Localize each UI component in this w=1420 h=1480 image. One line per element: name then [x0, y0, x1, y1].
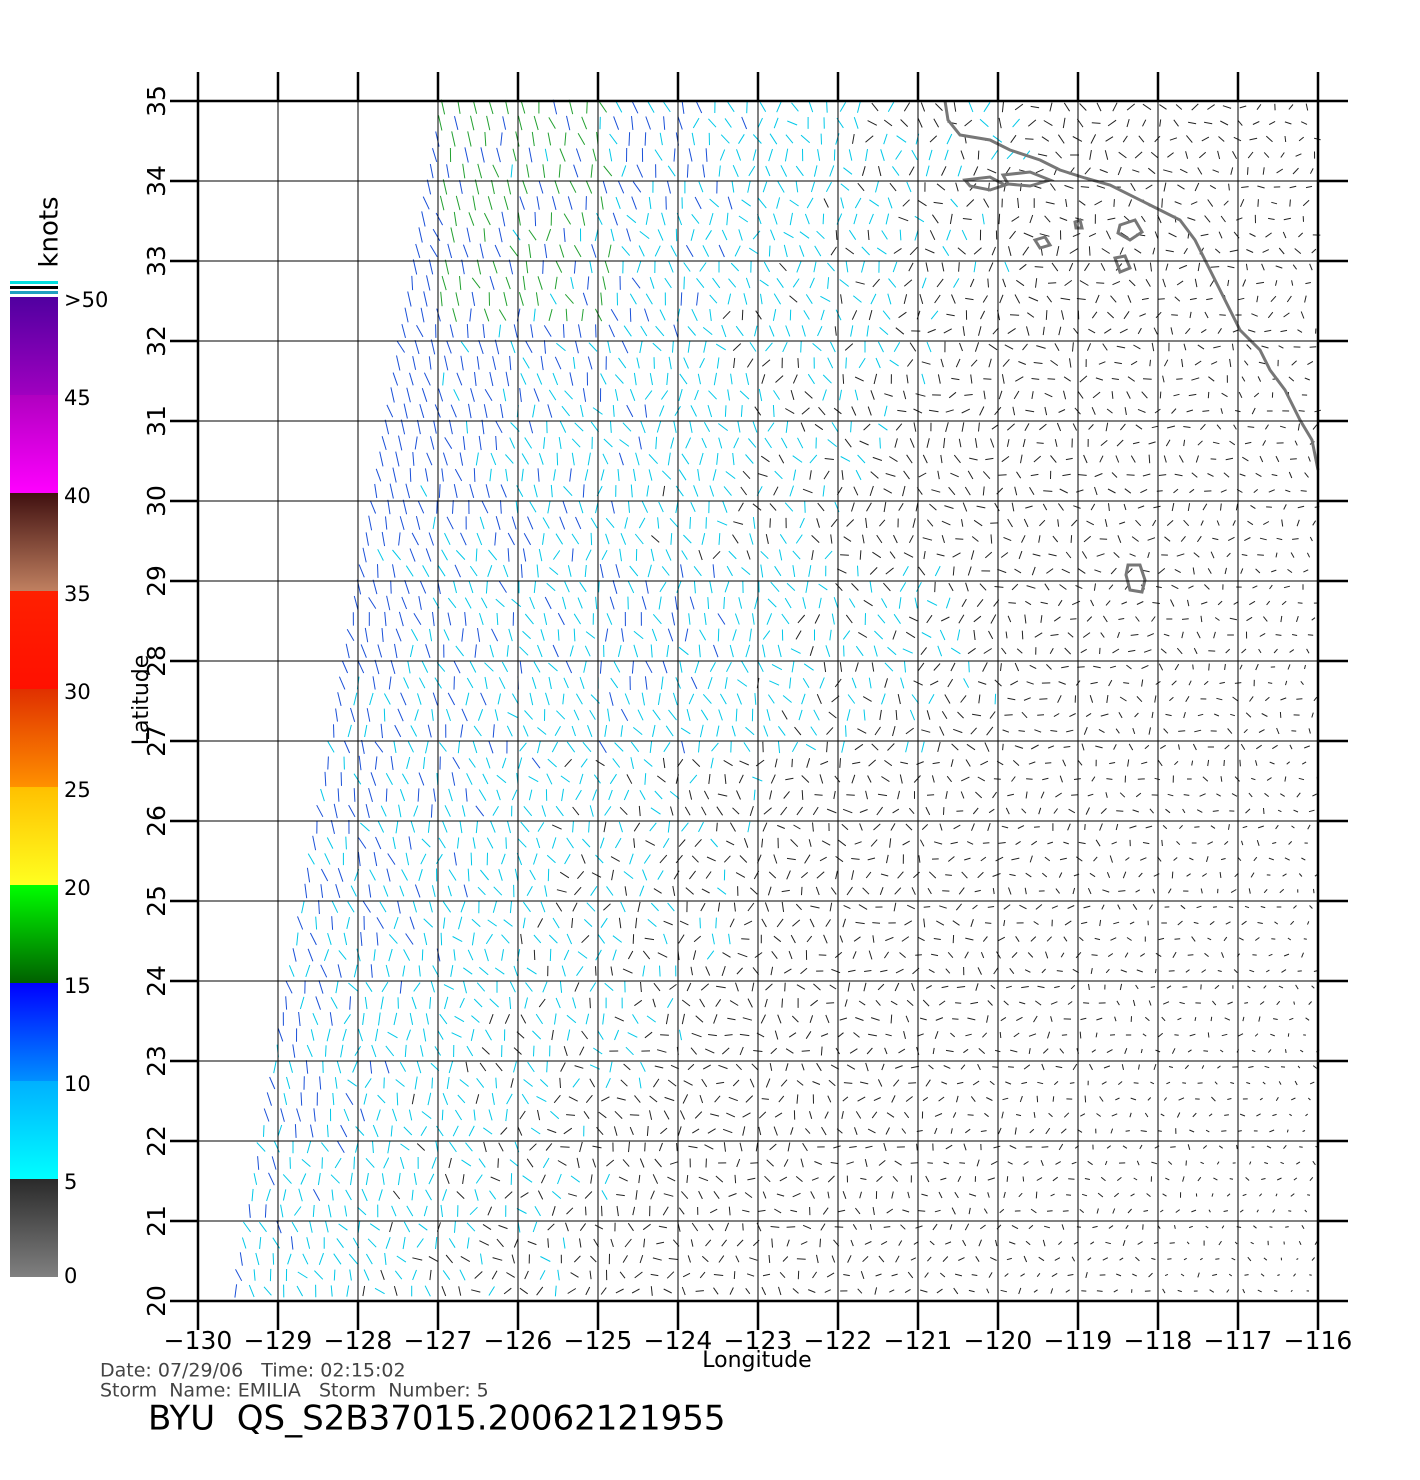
x-tick-label: −130	[164, 1326, 233, 1355]
x-tick-label: −125	[564, 1326, 633, 1355]
x-tick-label: −123	[724, 1326, 793, 1355]
colorbar-cap	[10, 286, 58, 289]
colorbar-label: 40	[64, 484, 91, 508]
colorbar-label: 25	[64, 778, 91, 802]
y-tick-label: 26	[142, 805, 171, 837]
colorbar-cap	[10, 291, 58, 294]
islands	[962, 170, 1147, 594]
y-tick-label: 27	[142, 725, 171, 757]
colorbar-title: knots	[35, 196, 65, 267]
y-tick-label: 21	[142, 1205, 171, 1237]
colorbar-segment	[10, 689, 58, 787]
y-tick-label: 32	[142, 325, 171, 357]
colorbar-segment	[10, 395, 58, 493]
x-tick-label: −128	[324, 1326, 393, 1355]
colorbar-label: 35	[64, 582, 91, 606]
wind-vectors	[438, 99, 613, 322]
wind-vectors	[241, 100, 1031, 1298]
colorbar-cap	[10, 281, 58, 284]
y-tick-label: 24	[142, 965, 171, 997]
x-axis-label: Longitude	[702, 1348, 811, 1373]
x-tick-label: −119	[1044, 1326, 1113, 1355]
y-tick-label: 20	[142, 1285, 171, 1317]
x-tick-label: −122	[804, 1326, 873, 1355]
wind-vectors	[234, 99, 748, 1298]
wind-field	[234, 99, 1322, 1298]
colorbar-label: 15	[64, 974, 91, 998]
colorbar-label: 0	[64, 1264, 77, 1288]
wind-vectors	[362, 101, 1322, 1297]
y-tick-label: 35	[142, 85, 171, 117]
y-tick-label: 28	[142, 645, 171, 677]
colorbar-segment	[10, 1179, 58, 1277]
x-tick-label: −118	[1124, 1326, 1193, 1355]
y-tick-label: 34	[142, 165, 171, 197]
x-tick-label: −126	[484, 1326, 553, 1355]
colorbar-segment	[10, 1081, 58, 1179]
colorbar-segment	[10, 297, 58, 395]
x-tick-label: −121	[884, 1326, 953, 1355]
plot-frame	[196, 99, 1320, 1303]
y-tick-label: 22	[142, 1125, 171, 1157]
colorbar-segment	[10, 787, 58, 885]
footer-storm: Storm Name: EMILIA Storm Number: 5	[100, 1380, 489, 1402]
coastline	[943, 100, 1320, 471]
x-tick-label: −127	[404, 1326, 473, 1355]
y-axis-label: Latitude	[129, 655, 154, 746]
axes: −130 −129 −128 −127 −126 −125 −124 −123 −122 −121…	[142, 72, 1352, 1355]
y-tick-label: 23	[142, 1045, 171, 1077]
colorbar-segment	[10, 591, 58, 689]
x-tick-label: −120	[964, 1326, 1033, 1355]
colorbar-segment	[10, 885, 58, 983]
x-tick-label: −124	[644, 1326, 713, 1355]
colorbar-label: 5	[64, 1170, 77, 1194]
colorbar-segment	[10, 493, 58, 591]
colorbar-label: 30	[64, 680, 91, 704]
colorbar-label: >50	[64, 288, 108, 312]
y-tick-label: 30	[142, 485, 171, 517]
x-tick-label: −116	[1284, 1326, 1353, 1355]
colorbar-label: 45	[64, 386, 91, 410]
y-tick-label: 31	[142, 405, 171, 437]
x-tick-label: −117	[1204, 1326, 1273, 1355]
colorbar-segment	[10, 983, 58, 1081]
colorbar-label: 10	[64, 1072, 91, 1096]
y-tick-label: 29	[142, 565, 171, 597]
colorbar-label: 20	[64, 876, 91, 900]
footer-date: Date: 07/29/06 Time: 02:15:02	[100, 1360, 406, 1382]
y-tick-label: 33	[142, 245, 171, 277]
footer-title: BYU QS_S2B37015.20062121955	[148, 1399, 726, 1439]
y-tick-label: 25	[142, 885, 171, 917]
x-tick-label: −129	[244, 1326, 313, 1355]
